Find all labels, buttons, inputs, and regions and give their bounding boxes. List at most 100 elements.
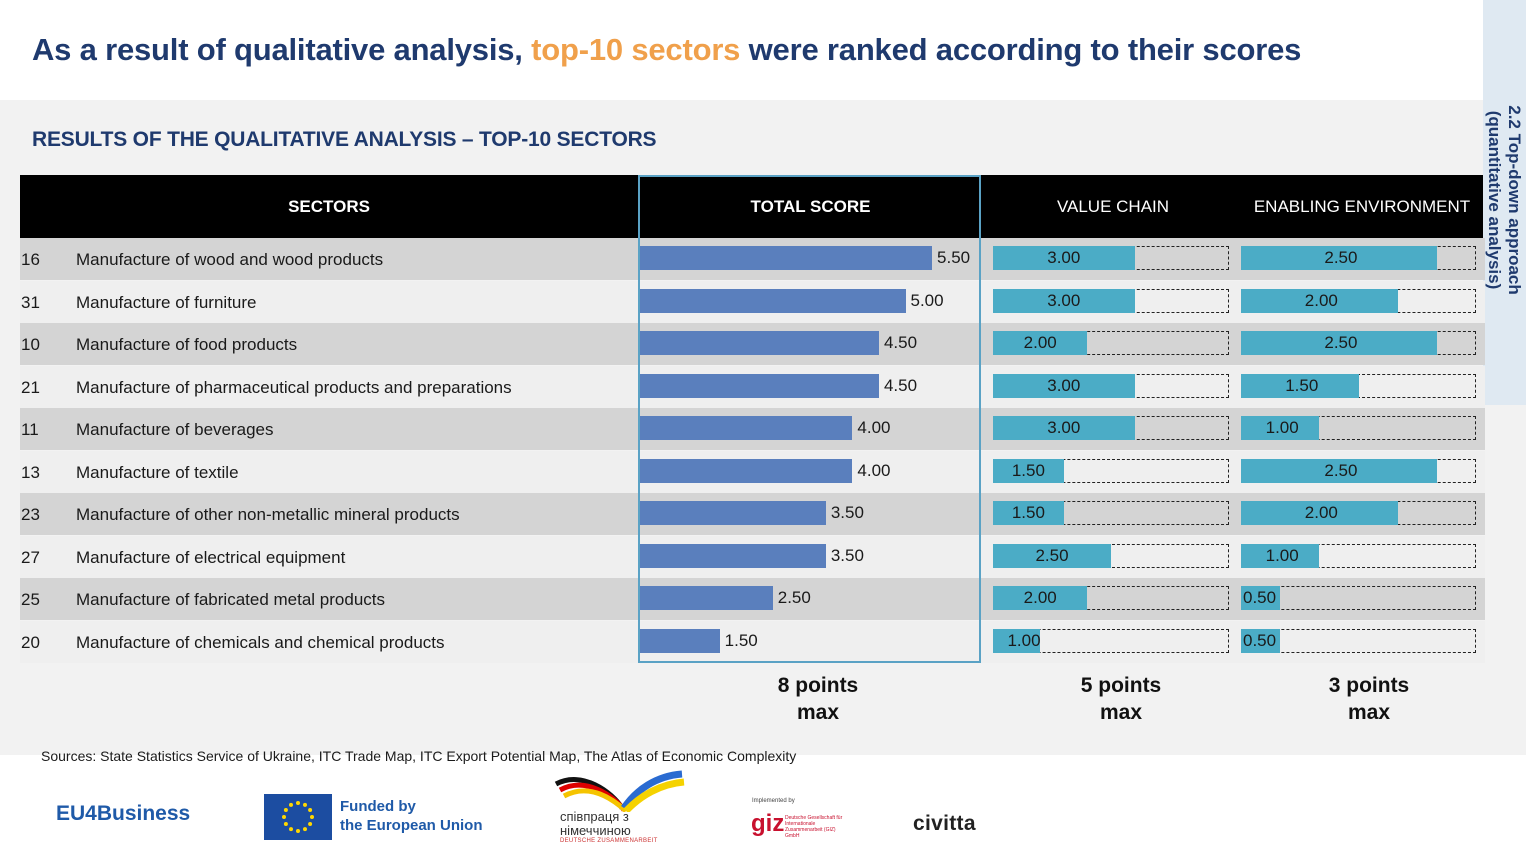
content-panel-edge	[1483, 405, 1526, 755]
headline-part2: were ranked according to their scores	[740, 32, 1302, 67]
sector-name: Manufacture of wood and wood products	[76, 250, 384, 269]
value-chain-bar	[993, 373, 1135, 398]
german-ukrainian-ribbon-icon	[554, 770, 685, 812]
eu-star	[289, 802, 293, 807]
sector-code: 23	[21, 505, 40, 524]
total-score-value: 4.50	[883, 375, 918, 395]
sector-name: Manufacture of chemicals and chemical pr…	[76, 632, 445, 652]
eu4business-logo: EU4Business	[56, 802, 191, 825]
value-chain-bar	[993, 416, 1135, 440]
sector-name: Manufacture of fabricated metal products	[76, 590, 385, 609]
eu-star	[296, 829, 300, 833]
value-chain-bar	[993, 628, 1041, 653]
enabling-bar	[1241, 416, 1320, 440]
eu-star	[282, 815, 286, 819]
total-score-value: 3.50	[830, 503, 864, 522]
spivpratsia-subtitle: DEUTSCHE ZUSAMMENARBEIT	[560, 838, 658, 844]
sector-code: 20	[21, 632, 40, 652]
value-chain-bar	[993, 501, 1064, 525]
header-enabling-environment: ENABLING ENVIRONMENT	[1253, 197, 1471, 216]
enabling-value: 1.00	[1265, 545, 1299, 565]
enabling-max-line2: max	[1347, 701, 1391, 724]
enabling-value: 2.50	[1324, 333, 1358, 352]
eu-star	[303, 802, 307, 807]
value-chain-value: 1.00	[1007, 630, 1041, 650]
total-score-value: 4.00	[857, 418, 891, 437]
total-score-bar	[640, 628, 720, 653]
total-score-value: 5.50	[937, 248, 971, 267]
section-side-tab[interactable]	[1483, 0, 1526, 405]
eu-star	[296, 801, 300, 805]
enabling-value: 0.50	[1243, 630, 1277, 650]
enabling-value: 0.50	[1243, 588, 1277, 607]
table-header-row	[20, 175, 1483, 238]
sector-name: Manufacture of pharmaceutical products a…	[76, 377, 512, 397]
eu-star	[283, 822, 288, 826]
sector-code: 21	[21, 377, 40, 397]
total-score-bar	[640, 586, 773, 610]
civitta-logo: civitta	[913, 812, 976, 835]
value-chain-bar	[993, 331, 1088, 355]
table-subtitle: RESULTS OF THE QUALITATIVE ANALYSIS – TO…	[32, 128, 657, 151]
sector-code: 27	[21, 547, 40, 567]
sector-name: Manufacture of electrical equipment	[76, 547, 346, 567]
value-chain-bar	[993, 543, 1111, 568]
sources-note: Sources: State Statistics Service of Ukr…	[41, 748, 797, 764]
total-score-bar	[640, 501, 826, 525]
total-score-value: 2.50	[777, 588, 811, 607]
value-chain-value: 3.00	[1047, 375, 1081, 395]
value-chain-value: 3.00	[1047, 290, 1081, 310]
enabling-bar	[1241, 586, 1281, 610]
value-chain-bar	[993, 246, 1135, 270]
sector-code: 11	[21, 420, 39, 439]
enabling-value: 2.50	[1324, 460, 1358, 480]
total-score-bar	[640, 458, 853, 483]
enabling-bar	[1241, 331, 1437, 355]
sector-name: Manufacture of textile	[76, 462, 239, 482]
enabling-value: 1.00	[1265, 418, 1299, 437]
enabling-bar	[1241, 288, 1398, 313]
value-chain-value: 3.00	[1047, 418, 1081, 437]
eu-star	[283, 808, 288, 812]
header-value-chain: VALUE CHAIN	[1056, 197, 1170, 216]
total-score-value: 3.50	[830, 545, 864, 565]
value-chain-bar	[993, 288, 1135, 313]
total-score-value: 4.00	[857, 460, 891, 480]
total-score-bar	[640, 416, 853, 440]
value-chain-max-line2: max	[1099, 701, 1143, 724]
enabling-bar	[1241, 373, 1359, 398]
value-chain-value: 2.00	[1023, 333, 1057, 352]
enabling-bar	[1241, 458, 1437, 483]
enabling-value: 2.00	[1304, 290, 1338, 310]
spivpratsia-line1: співпраця з	[560, 809, 629, 824]
enabling-value: 1.50	[1285, 375, 1319, 395]
sector-name: Manufacture of furniture	[76, 292, 257, 312]
header-total-score: TOTAL SCORE	[750, 197, 871, 216]
eu-star	[303, 827, 307, 832]
sector-name: Manufacture of other non-metallic minera…	[76, 505, 460, 524]
value-chain-value: 1.50	[1011, 503, 1045, 522]
total-max-label: 8 points max	[718, 672, 918, 726]
eu-star	[310, 815, 314, 819]
enabling-bar	[1241, 628, 1281, 653]
funded-line2: the European Union	[340, 817, 483, 834]
value-chain-value: 1.50	[1011, 460, 1045, 480]
eu-flag-icon	[264, 794, 332, 840]
spivpratsia-line2: німеччиною	[560, 823, 631, 838]
total-score-value: 4.50	[883, 333, 918, 352]
funded-line1: Funded by	[340, 798, 416, 815]
total-score-value: 1.50	[724, 630, 758, 650]
funded-by-eu-logo: Funded by the European Union	[340, 797, 483, 835]
value-chain-value: 2.50	[1035, 545, 1069, 565]
enabling-bar	[1241, 246, 1437, 270]
total-score-value: 5.00	[910, 290, 944, 310]
total-score-bar	[640, 331, 879, 355]
headline-part1: As a result of qualitative analysis,	[32, 32, 532, 67]
enabling-value: 2.00	[1304, 503, 1338, 522]
value-chain-max-label: 5 points max	[1021, 672, 1221, 726]
eu-star	[308, 822, 313, 826]
giz-implemented-by: Implemented by	[752, 798, 795, 804]
sector-code: 13	[21, 462, 40, 482]
page-headline: As a result of qualitative analysis, top…	[32, 32, 1301, 68]
side-tab-label: 2.2 Top-down approach (quantitative anal…	[1485, 105, 1524, 295]
